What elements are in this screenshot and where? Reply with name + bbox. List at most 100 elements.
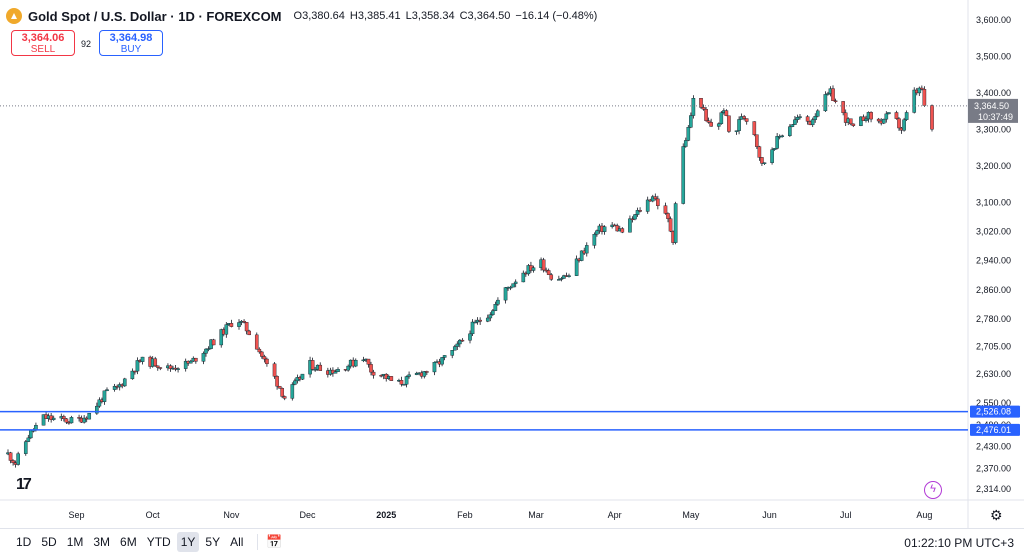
candle-body: [201, 353, 206, 362]
x-tick-label: Aug: [916, 510, 932, 520]
candle-body: [8, 452, 13, 461]
candle-body: [884, 113, 889, 120]
candle-body: [69, 417, 74, 424]
candle-body: [366, 358, 371, 365]
countdown-label: 10:37:49: [978, 112, 1013, 122]
sell-price: 3,364.06: [21, 32, 65, 44]
range-button-1y[interactable]: 1Y: [176, 532, 200, 552]
candle-body: [628, 218, 632, 233]
candle-body: [404, 376, 409, 385]
candle-body: [917, 87, 922, 94]
candle-body: [920, 87, 924, 90]
range-button-1m[interactable]: 1M: [66, 535, 84, 549]
symbol-title[interactable]: Gold Spot / U.S. Dollar · 1D · FOREXCOM: [28, 8, 282, 24]
candle-body: [709, 122, 713, 127]
candle-body: [105, 389, 109, 392]
candle-body: [493, 304, 498, 311]
candle-body: [473, 321, 477, 324]
candle-body: [425, 371, 429, 373]
candle-body: [864, 118, 868, 121]
candle-body: [620, 228, 625, 233]
candle-body: [346, 365, 350, 371]
candle-body: [831, 88, 835, 101]
candle-body: [719, 112, 724, 124]
gear-icon[interactable]: ⚙: [990, 507, 1003, 523]
candle-body: [206, 348, 211, 350]
sell-button[interactable]: 3,364.06 SELL: [11, 30, 75, 56]
candle-body: [734, 130, 739, 132]
candle-body: [455, 343, 460, 347]
range-button-5d[interactable]: 5D: [41, 535, 57, 549]
candle-body: [102, 390, 107, 402]
candle-body: [574, 258, 579, 276]
current-price-badge: [968, 98, 1018, 123]
candle-body: [402, 384, 406, 386]
candle-body: [194, 357, 198, 362]
candle-body: [49, 415, 53, 420]
price-chart[interactable]: 3,600.00 3,500.00 3,400.00 3,300.00 3,200.00…: [0, 0, 1024, 528]
candle-body: [389, 376, 394, 381]
range-button-5y[interactable]: 5Y: [205, 535, 221, 549]
range-button-6m[interactable]: 6M: [120, 535, 137, 549]
y-tick-label: 3,500.00: [976, 51, 1011, 61]
candle-body: [752, 121, 757, 135]
candle-body: [922, 89, 927, 106]
toolbar-divider: [257, 534, 259, 550]
candle-body: [188, 360, 193, 364]
candle-body: [442, 355, 447, 358]
candle-body: [140, 356, 145, 362]
x-tick-label: Jul: [840, 510, 852, 520]
candle-body: [204, 348, 208, 354]
candle-body: [229, 323, 234, 327]
candle-body: [353, 359, 358, 367]
candle-body: [422, 371, 427, 377]
lightning-icon[interactable]: ϟ: [924, 481, 942, 499]
ohlc-change: −16.14 (−0.48%): [515, 10, 598, 22]
current-price-label: 3,364.50: [974, 101, 1009, 111]
candle-body: [689, 115, 693, 128]
calendar-icon[interactable]: 📅: [266, 534, 283, 549]
candle-body: [833, 100, 838, 102]
candle-body: [513, 281, 518, 284]
candle-body: [168, 365, 173, 369]
range-button-all[interactable]: All: [230, 535, 244, 549]
candle-body: [313, 369, 317, 371]
candle-body: [815, 110, 820, 117]
range-button-1d[interactable]: 1D: [16, 535, 32, 549]
candle-body: [843, 112, 848, 123]
candle-body: [51, 417, 56, 420]
candle-body: [290, 384, 295, 399]
candle-body: [280, 388, 284, 397]
candle-body: [369, 364, 373, 373]
candle-body: [183, 360, 188, 369]
candle-body: [595, 230, 599, 235]
buy-button[interactable]: 3,364.98 BUY: [99, 30, 163, 56]
candle-body: [653, 196, 658, 200]
range-button-ytd[interactable]: YTD: [146, 535, 171, 549]
candle-body: [211, 339, 216, 346]
bottom-toolbar: 1D 5D 1M 3M 6M YTD 1Y 5Y All 📅 01:22:10 …: [0, 528, 1024, 555]
candle-body: [869, 112, 873, 120]
candle-body: [562, 275, 566, 279]
candle-body: [683, 140, 688, 147]
candle-body: [615, 225, 620, 232]
y-tick-label: 3,600.00: [976, 15, 1011, 25]
candle-body: [930, 105, 934, 130]
candle-body: [224, 324, 229, 335]
candle-body: [275, 376, 279, 387]
candle-body: [805, 116, 810, 122]
candle-body: [277, 385, 282, 389]
range-button-3m[interactable]: 3M: [93, 535, 111, 549]
ohlc-open: O3,380.64: [293, 10, 345, 22]
candle-body: [153, 358, 158, 367]
clock[interactable]: 01:22:10 PM UTC+3: [904, 536, 1014, 550]
candle-body: [407, 374, 411, 377]
candle-body: [333, 371, 338, 374]
ohlc-values: O3,380.64 H3,385.41 L3,358.34 C3,364.50 …: [294, 10, 598, 22]
candle-body: [458, 339, 462, 345]
candle-body: [673, 203, 678, 243]
candle-body: [491, 310, 495, 315]
candles: [6, 85, 934, 468]
y-tick-label: 2,314.00: [976, 484, 1011, 494]
candle-body: [254, 334, 259, 350]
